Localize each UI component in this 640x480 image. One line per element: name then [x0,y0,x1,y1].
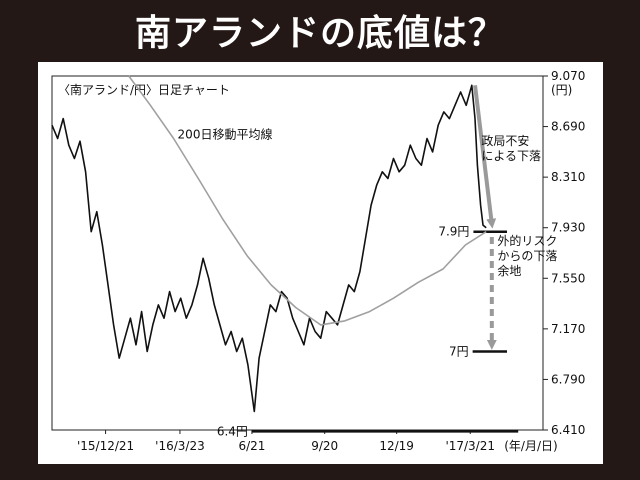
plot-frame [51,75,544,431]
annotation-text: からの下落 [497,249,557,263]
level-label: 7.9円 [438,225,469,239]
x-tick-label: 6/21 [238,439,265,453]
y-unit-label: (円) [551,83,572,97]
chart: 9.070(円) 8.690 8.310 7.930 7.550 7.170 6.790 6.… [51,69,585,453]
x-tick-label: '15/12/21 [77,439,134,453]
level-label: 6.4円 [217,424,248,438]
y-tick-label: 7.550 [551,271,585,285]
y-tick-label: 9.070 [551,69,585,83]
decline-arrow [473,85,497,229]
annotation-text: による下落 [481,149,541,163]
annotation-text: 政局不安 [481,133,529,148]
y-tick-label: 7.930 [551,221,585,235]
price-series-line [51,84,487,413]
y-tick-label: 8.310 [551,170,585,184]
headline: 南アランドの底値は？ [134,13,505,54]
annotation-text: 外的リスク [497,233,557,248]
x-tick-label: 12/19 [379,439,414,453]
x-axis-note: (年/月/日) [504,439,557,453]
x-tick-label: '17/3/21 [445,439,495,453]
annotation-text: 余地 [497,263,521,278]
moving-average-line [128,75,487,326]
chart-panel: 9.070 (円) 8.690 8.310 7.930 7.550 7.170 6.790 6.… [38,62,603,464]
y-tick-label: 7.170 [551,322,585,336]
y-tick-label: 6.410 [551,423,585,437]
x-tick-label: 9/20 [311,439,338,453]
y-tick-label: 6.790 [551,372,585,386]
x-tick-label: '16/3/23 [155,439,205,453]
chart-title: 〈南アランド/円〉日足チャート [58,82,230,97]
series-label: 200日移動平均線 [178,127,273,142]
level-label: 7円 [449,344,469,358]
y-tick-label: 8.690 [551,120,585,134]
